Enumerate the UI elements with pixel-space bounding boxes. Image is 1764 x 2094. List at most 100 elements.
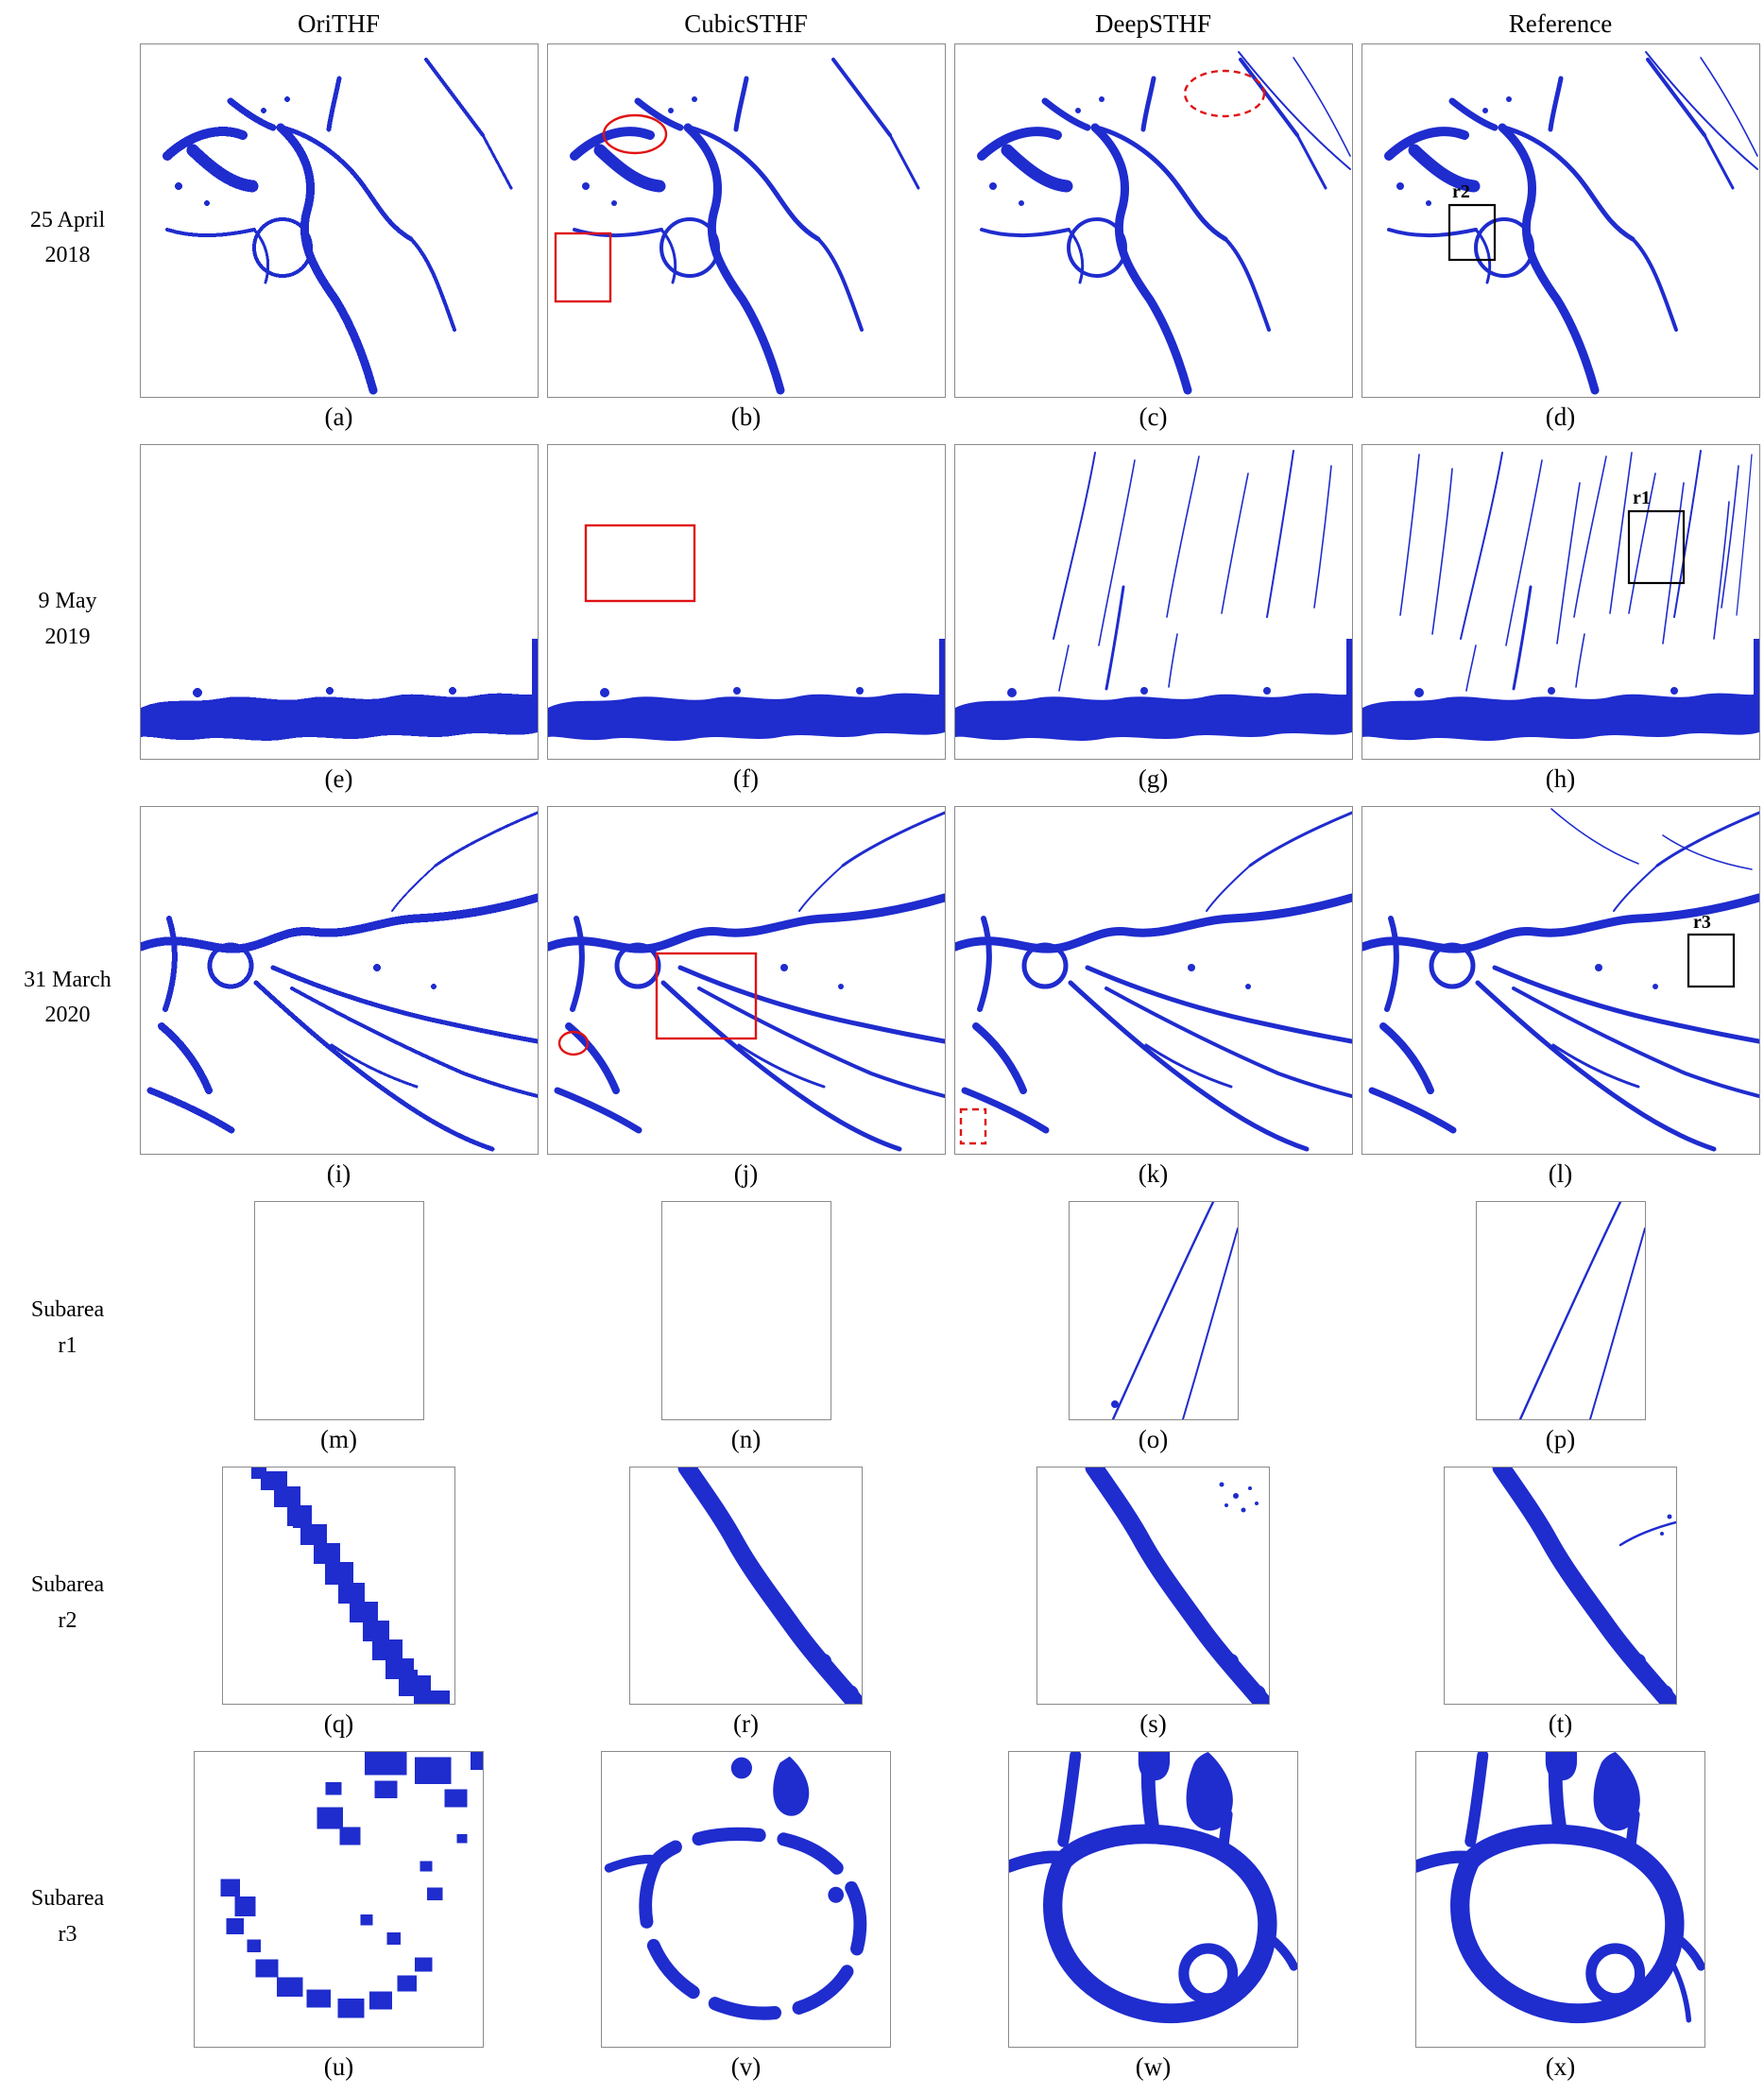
thin-streams-graphic	[1400, 451, 1752, 691]
panel-letter-c: (c)	[1139, 403, 1168, 431]
row-label-line: Subarea	[30, 1886, 105, 1912]
panel-n	[660, 1201, 831, 1420]
river-band-graphic	[1362, 639, 1759, 741]
panel-j	[546, 806, 946, 1155]
panel-q	[222, 1467, 455, 1705]
r1-subarea-box	[1627, 509, 1685, 585]
panel-p	[1475, 1201, 1646, 1420]
speckle	[1248, 1486, 1252, 1490]
water-map-x	[1416, 1752, 1704, 2047]
panel-letter-w: (w)	[1135, 2052, 1172, 2081]
panel-letter-t: (t)	[1548, 1709, 1573, 1738]
thin-streams-graphic	[1644, 51, 1758, 170]
thin-streams-graphic	[1111, 1202, 1238, 1419]
water-map-a	[141, 44, 538, 397]
red-ellipse-annotation	[602, 113, 667, 155]
row-label-line: Subarea	[30, 1297, 105, 1323]
river-band-graphic	[1094, 1468, 1266, 1704]
row-label-line: 2020	[44, 1003, 91, 1027]
speckle	[1241, 1507, 1246, 1513]
red-rect-annotation	[584, 524, 695, 603]
row-label-line: r3	[58, 1921, 77, 1947]
water-map-s	[1037, 1468, 1269, 1704]
water-map-i	[141, 807, 538, 1154]
river-band-graphic	[1501, 1468, 1673, 1704]
panel-i	[139, 806, 539, 1155]
row-label-subarea-r2: Subarea r2	[0, 1467, 135, 1740]
panel-letter-k: (k)	[1138, 1159, 1169, 1188]
panel-e	[139, 444, 539, 760]
thin-streams-graphic	[1518, 1202, 1645, 1419]
panel-letter-i: (i)	[326, 1159, 351, 1188]
row-label-line: 9 May	[38, 589, 97, 614]
r2-label: r2	[1452, 181, 1470, 202]
panel-b	[546, 43, 946, 398]
stream-blob	[1110, 1400, 1119, 1408]
panel-letter-o: (o)	[1138, 1425, 1169, 1453]
panel-r	[629, 1467, 863, 1705]
row-31-march-2020: 31 March 2020 (i) (j)	[0, 806, 1764, 1190]
row-label-9-may-2019: 9 May 2019	[0, 444, 135, 795]
thin-streams-graphic	[1237, 51, 1351, 170]
panel-letter-m: (m)	[320, 1425, 357, 1453]
panel-x	[1415, 1751, 1705, 2048]
row-label-line: 2018	[44, 243, 91, 267]
r2-subarea-box	[1447, 203, 1496, 262]
row-label-31-march-2020: 31 March 2020	[0, 806, 135, 1190]
water-map-p	[1518, 1202, 1645, 1419]
row-9-may-2019: 9 May 2019 (e) (f)	[0, 444, 1764, 795]
panel-u	[194, 1751, 484, 2048]
panel-letter-s: (s)	[1139, 1709, 1167, 1738]
row-label-line: 31 March	[24, 967, 111, 992]
speckle	[1233, 1493, 1239, 1499]
panel-letter-q: (q)	[323, 1709, 354, 1738]
ring-river-graphic	[1009, 1752, 1293, 2014]
row-label-line: r1	[58, 1332, 77, 1358]
panel-letter-p: (p)	[1545, 1425, 1576, 1453]
river-tail	[1670, 1964, 1692, 2023]
water-map-c	[955, 51, 1351, 397]
river-network-graphic	[574, 60, 918, 390]
panel-letter-v: (v)	[730, 2052, 762, 2081]
thin-streams-graphic	[1052, 449, 1332, 693]
river-band-graphic	[687, 1468, 859, 1704]
river-network-graphic	[955, 813, 1352, 1149]
river-band-graphic	[954, 639, 1352, 741]
row-subarea-r2: Subarea r2 (q) (r)	[0, 1467, 1764, 1740]
water-map-t	[1445, 1468, 1676, 1704]
panel-g	[953, 444, 1353, 760]
row-label-subarea-r3: Subarea r3	[0, 1751, 135, 2083]
water-map-d: r2	[1362, 51, 1758, 397]
water-map-n	[662, 1202, 831, 1419]
thin-stream	[1618, 1520, 1676, 1547]
speckle	[1255, 1502, 1259, 1505]
river-band-graphic	[547, 639, 945, 741]
water-map-e	[140, 639, 538, 741]
fragmented-ring-graphic	[608, 1757, 860, 2014]
water-map-k	[955, 807, 1352, 1154]
red-ellipse-annotation	[557, 1030, 589, 1056]
speckle	[1219, 1482, 1225, 1487]
row-subarea-r3: Subarea r3 (u) (v)	[0, 1751, 1764, 2083]
row-25-april-2018: 25 April 2018 (a) (b)	[0, 43, 1764, 433]
water-map-j	[548, 807, 945, 1154]
river-network-graphic	[1362, 813, 1759, 1149]
panel-letter-e: (e)	[324, 764, 353, 793]
water-map-u	[220, 1752, 483, 2018]
panel-c	[953, 43, 1353, 398]
panel-s	[1036, 1467, 1270, 1705]
row-label-line: 25 April	[29, 207, 106, 232]
panel-m	[253, 1201, 424, 1420]
panel-letter-b: (b)	[730, 403, 762, 431]
water-map-o	[1110, 1202, 1238, 1419]
panel-letter-a: (a)	[324, 403, 353, 431]
red-rect-annotation	[554, 232, 611, 303]
row-label-subarea-r1: Subarea r1	[0, 1201, 135, 1455]
panel-letter-f: (f)	[733, 764, 759, 793]
r3-subarea-box	[1687, 933, 1735, 988]
row-subarea-r1: Subarea r1 (m) (n) (o)	[0, 1201, 1764, 1455]
panel-f	[546, 444, 946, 760]
panel-letter-d: (d)	[1545, 403, 1576, 431]
panel-letter-n: (n)	[730, 1425, 762, 1453]
